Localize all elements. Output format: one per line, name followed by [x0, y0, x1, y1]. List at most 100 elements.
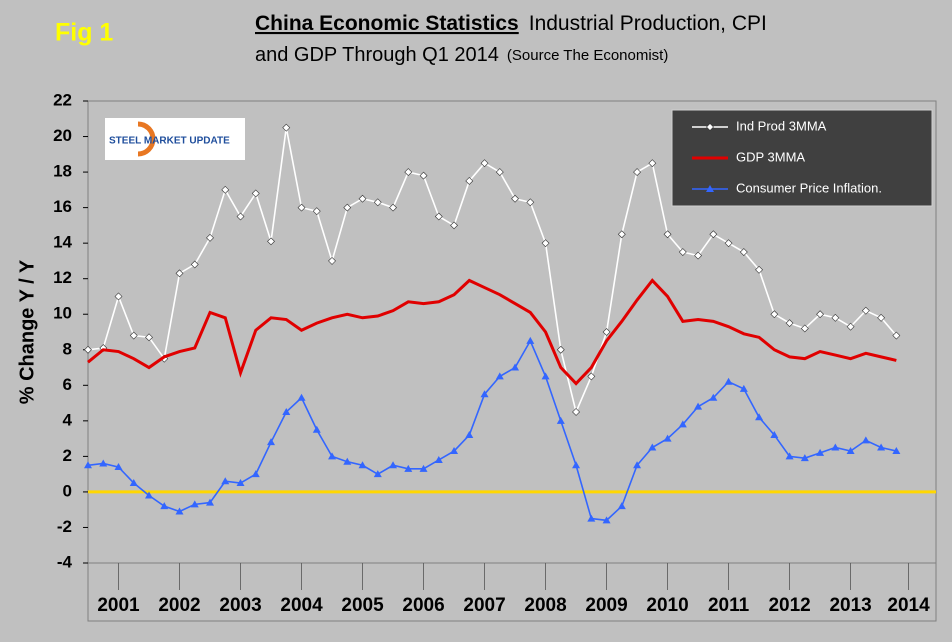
point [236, 212, 245, 221]
point [129, 331, 138, 340]
y-tick-label: 16 [53, 197, 72, 216]
point [663, 230, 672, 239]
point [678, 248, 687, 256]
logo-arc [137, 121, 156, 157]
point [511, 194, 519, 203]
point [495, 168, 504, 177]
x-tick-label: 2014 [887, 595, 930, 616]
point [129, 479, 138, 487]
point [389, 203, 397, 212]
point [617, 230, 626, 239]
point [724, 239, 733, 248]
point [267, 237, 275, 246]
point [480, 159, 489, 168]
legend-marker [706, 185, 714, 192]
point [434, 212, 443, 221]
point [328, 452, 337, 460]
series-line [87, 278, 897, 386]
point [450, 221, 458, 230]
y-axis-label: % Change Y / Y [16, 259, 38, 404]
point [358, 194, 367, 203]
point [84, 345, 92, 354]
point [709, 230, 718, 239]
point [312, 207, 321, 216]
point [373, 198, 382, 207]
legend-label: Consumer Price Inflation. [736, 180, 882, 195]
point [99, 459, 108, 467]
point [892, 331, 901, 340]
point [831, 443, 840, 451]
y-tick-label: 18 [53, 162, 72, 181]
subtitle: and GDP Through Q1 2014 (Source The Econo… [255, 44, 668, 66]
point [785, 452, 794, 460]
point [465, 431, 474, 439]
y-tick-label: 8 [63, 339, 72, 358]
point [861, 306, 870, 315]
point [175, 507, 184, 515]
point [816, 448, 825, 456]
point [724, 377, 733, 385]
y-tick-label: -4 [57, 552, 73, 571]
point [145, 333, 153, 342]
y-tick-label: 6 [63, 375, 72, 394]
point [160, 502, 169, 510]
point [358, 461, 367, 469]
point [587, 514, 596, 522]
y-tick-label: 10 [53, 304, 72, 323]
logo-text: STEEL MARKET UPDATE [109, 136, 230, 147]
point [633, 461, 642, 469]
point [480, 390, 489, 398]
point [389, 461, 398, 469]
point [556, 416, 565, 424]
y-tick-label: 2 [63, 446, 72, 465]
y-tick-label: 14 [53, 233, 72, 252]
title-rest: Industrial Production, CPI [529, 12, 767, 35]
y-tick-label: 22 [53, 90, 72, 109]
point [511, 363, 520, 371]
x-tick-label: 2005 [341, 595, 384, 616]
legend-marker [706, 123, 714, 131]
point [694, 402, 703, 410]
point [495, 372, 504, 380]
point [190, 500, 199, 508]
point [770, 431, 779, 439]
point [328, 256, 336, 265]
legend-label: Ind Prod 3MMA [736, 118, 827, 133]
point [297, 203, 306, 212]
point [373, 470, 382, 478]
point [190, 260, 199, 269]
point [770, 310, 779, 319]
point [755, 413, 764, 421]
point [221, 185, 230, 194]
point [114, 463, 123, 471]
point [861, 436, 870, 444]
point [602, 328, 611, 336]
x-tick-label: 2007 [463, 595, 505, 616]
point [633, 168, 641, 177]
y-tick-label: 4 [63, 410, 73, 429]
point [282, 407, 291, 415]
point [785, 319, 794, 328]
point [343, 203, 352, 212]
point [312, 425, 321, 433]
x-tick-label: 2003 [219, 595, 261, 616]
title-main: China Economic Statistics [255, 12, 519, 35]
point [648, 159, 657, 168]
x-tick-label: 2008 [524, 595, 566, 616]
point [816, 310, 825, 319]
point [526, 198, 535, 207]
point [419, 464, 428, 472]
y-tick-label: 20 [53, 126, 72, 145]
point [221, 477, 230, 485]
series-line [87, 127, 897, 415]
x-tick-label: 2004 [280, 595, 323, 616]
point [648, 443, 657, 451]
x-tick-label: 2010 [646, 595, 688, 616]
point [892, 447, 901, 455]
point [404, 168, 413, 177]
point [343, 457, 352, 465]
point [800, 324, 809, 333]
point [434, 455, 443, 463]
point [84, 461, 92, 469]
